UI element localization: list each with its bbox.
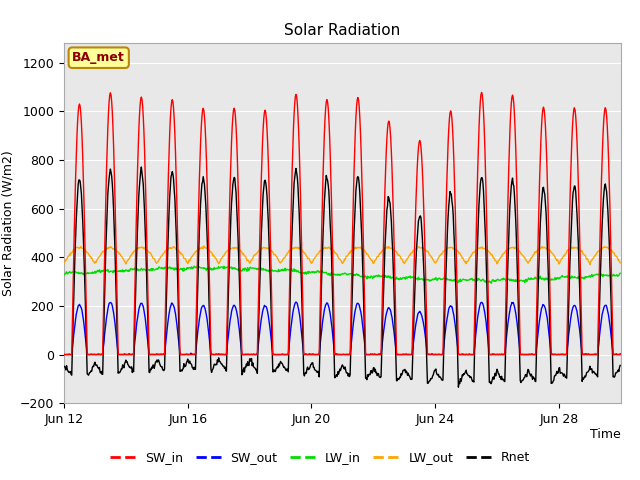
Y-axis label: Solar Radiation (W/m2): Solar Radiation (W/m2) [1,150,14,296]
Text: BA_met: BA_met [72,51,125,64]
Text: Time: Time [590,429,621,442]
Legend: SW_in, SW_out, LW_in, LW_out, Rnet: SW_in, SW_out, LW_in, LW_out, Rnet [105,446,535,469]
Title: Solar Radiation: Solar Radiation [284,23,401,38]
